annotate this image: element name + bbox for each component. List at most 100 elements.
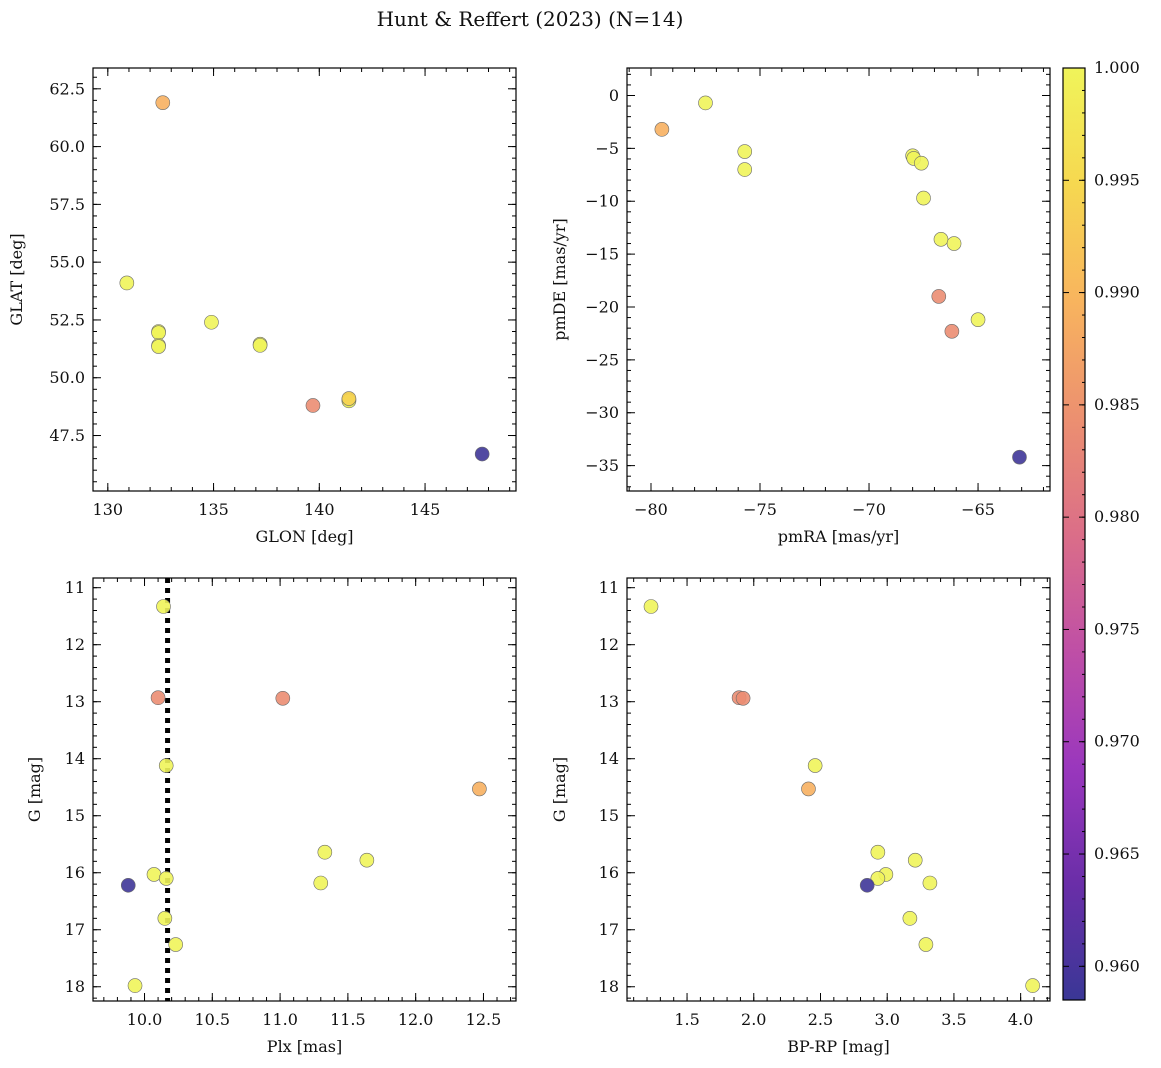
data-point [946, 236, 962, 251]
y-tick-label: 0 [609, 86, 619, 105]
x-tick-label: 1.5 [674, 1010, 699, 1029]
y-tick-label: 17 [65, 920, 85, 939]
data-point [341, 391, 357, 406]
data-point [1025, 978, 1040, 993]
x-tick-label: 4.0 [1008, 1010, 1033, 1029]
x-tick-label: 3.0 [874, 1010, 899, 1029]
data-point [933, 232, 949, 247]
chart-title: Hunt & Reffert (2023) (N=14) [377, 7, 684, 31]
colorbar-tick-label: 0.990 [1094, 283, 1140, 302]
data-point [151, 325, 166, 340]
x-tick-label: −65 [961, 500, 995, 519]
x-tick-label: 140 [304, 500, 335, 519]
data-point [737, 144, 753, 159]
y-tick-label: 15 [65, 806, 85, 825]
data-point [870, 844, 886, 860]
data-point [120, 877, 136, 893]
data-point [735, 690, 751, 706]
data-point [698, 95, 713, 111]
data-point [643, 599, 659, 614]
colorbar-gradient [1063, 68, 1085, 1000]
x-tick-label: 130 [93, 500, 124, 519]
y-tick-label: 52.5 [49, 310, 85, 329]
y-tick-label: 50.0 [49, 368, 85, 387]
data-point [305, 398, 321, 413]
data-point [158, 871, 174, 886]
colorbar-tick-label: 0.975 [1094, 619, 1140, 638]
x-tick-label: −80 [634, 500, 668, 519]
data-point [931, 289, 947, 304]
x-tick-label: −70 [852, 500, 886, 519]
data-point [150, 690, 166, 706]
axes-frame [626, 67, 1051, 492]
y-tick-label: 15 [599, 806, 619, 825]
x-axis-label: Plx [mas] [267, 1037, 342, 1056]
data-point [902, 911, 918, 926]
colorbar-tick-label: 0.980 [1094, 507, 1140, 526]
data-point [922, 875, 938, 891]
y-tick-label: 12 [599, 635, 619, 654]
x-tick-label: 3.5 [941, 1010, 966, 1029]
data-point [168, 937, 184, 952]
colorbar: 0.960 0.965 0.970 0.975 0.980 0.985 0.990 0.995… [1062, 58, 1140, 1001]
data-point [870, 871, 886, 886]
x-tick-label: 10.0 [127, 1010, 163, 1029]
data-point [119, 275, 135, 291]
data-point [970, 312, 986, 327]
y-axis-label: GLAT [deg] [7, 233, 26, 325]
y-tick-label: −25 [585, 350, 619, 369]
data-point [907, 852, 923, 868]
y-tick-label: 16 [599, 863, 619, 882]
data-point [1012, 449, 1027, 465]
y-tick-label: 17 [599, 920, 619, 939]
axes-frame [626, 577, 1051, 1002]
data-point [914, 155, 929, 171]
x-tick-label: 12.5 [466, 1010, 502, 1029]
data-point [859, 877, 875, 893]
x-tick-label: 145 [410, 500, 441, 519]
y-tick-label: 11 [65, 578, 85, 597]
panel-bprp-g: 1.5 2.0 2.5 3.0 3.5 4.0 11 12 13 14 15 16 17 18 BP-RP … [550, 577, 1051, 1056]
y-tick-label: 13 [65, 692, 85, 711]
data-point [127, 978, 143, 993]
x-tick-label: 11.5 [330, 1010, 366, 1029]
y-tick-label: 16 [65, 863, 85, 882]
data-point [801, 781, 816, 797]
x-tick-label: 2.0 [741, 1010, 766, 1029]
y-tick-label: 18 [65, 977, 85, 996]
data-point [275, 690, 291, 706]
colorbar-tick-label: 0.985 [1094, 395, 1140, 414]
y-tick-label: 12 [65, 635, 85, 654]
y-tick-label: 62.5 [49, 79, 85, 98]
data-point [916, 190, 931, 206]
colorbar-tick-label: 0.995 [1094, 170, 1140, 189]
x-tick-label: −75 [743, 500, 777, 519]
panel-pmra-pmde: −80 −75 −70 −65 −35 −30 −25 −20 −15 −10 −5 0 pmRA [m… [550, 67, 1051, 546]
data-point [155, 95, 171, 110]
y-tick-label: −20 [585, 297, 619, 316]
y-axis-label: G [mag] [25, 757, 44, 822]
y-tick-label: 14 [599, 749, 619, 768]
x-tick-label: 11.0 [262, 1010, 298, 1029]
y-tick-label: −10 [585, 192, 619, 211]
colorbar-tick-label: 1.000 [1094, 58, 1140, 77]
x-axis-label: GLON [deg] [255, 527, 353, 546]
x-tick-label: 135 [198, 500, 229, 519]
y-tick-label: −5 [595, 139, 619, 158]
data-point [737, 162, 753, 177]
data-point [151, 339, 166, 354]
colorbar-tick-label: 0.970 [1094, 732, 1140, 751]
x-tick-label: 2.5 [808, 1010, 833, 1029]
data-point [146, 867, 162, 882]
data-point [204, 314, 219, 330]
data-point [252, 338, 268, 353]
axes-frame [92, 577, 517, 1002]
data-point [918, 937, 934, 952]
x-axis-label: BP-RP [mag] [787, 1037, 889, 1056]
data-point [158, 758, 174, 773]
panel-plx-g: 10.0 10.5 11.0 11.5 12.0 12.5 11 12 13 14 15 16 17 18… [25, 577, 517, 1056]
y-tick-label: 11 [599, 578, 619, 597]
y-tick-label: 60.0 [49, 137, 85, 156]
y-tick-label: 57.5 [49, 195, 85, 214]
